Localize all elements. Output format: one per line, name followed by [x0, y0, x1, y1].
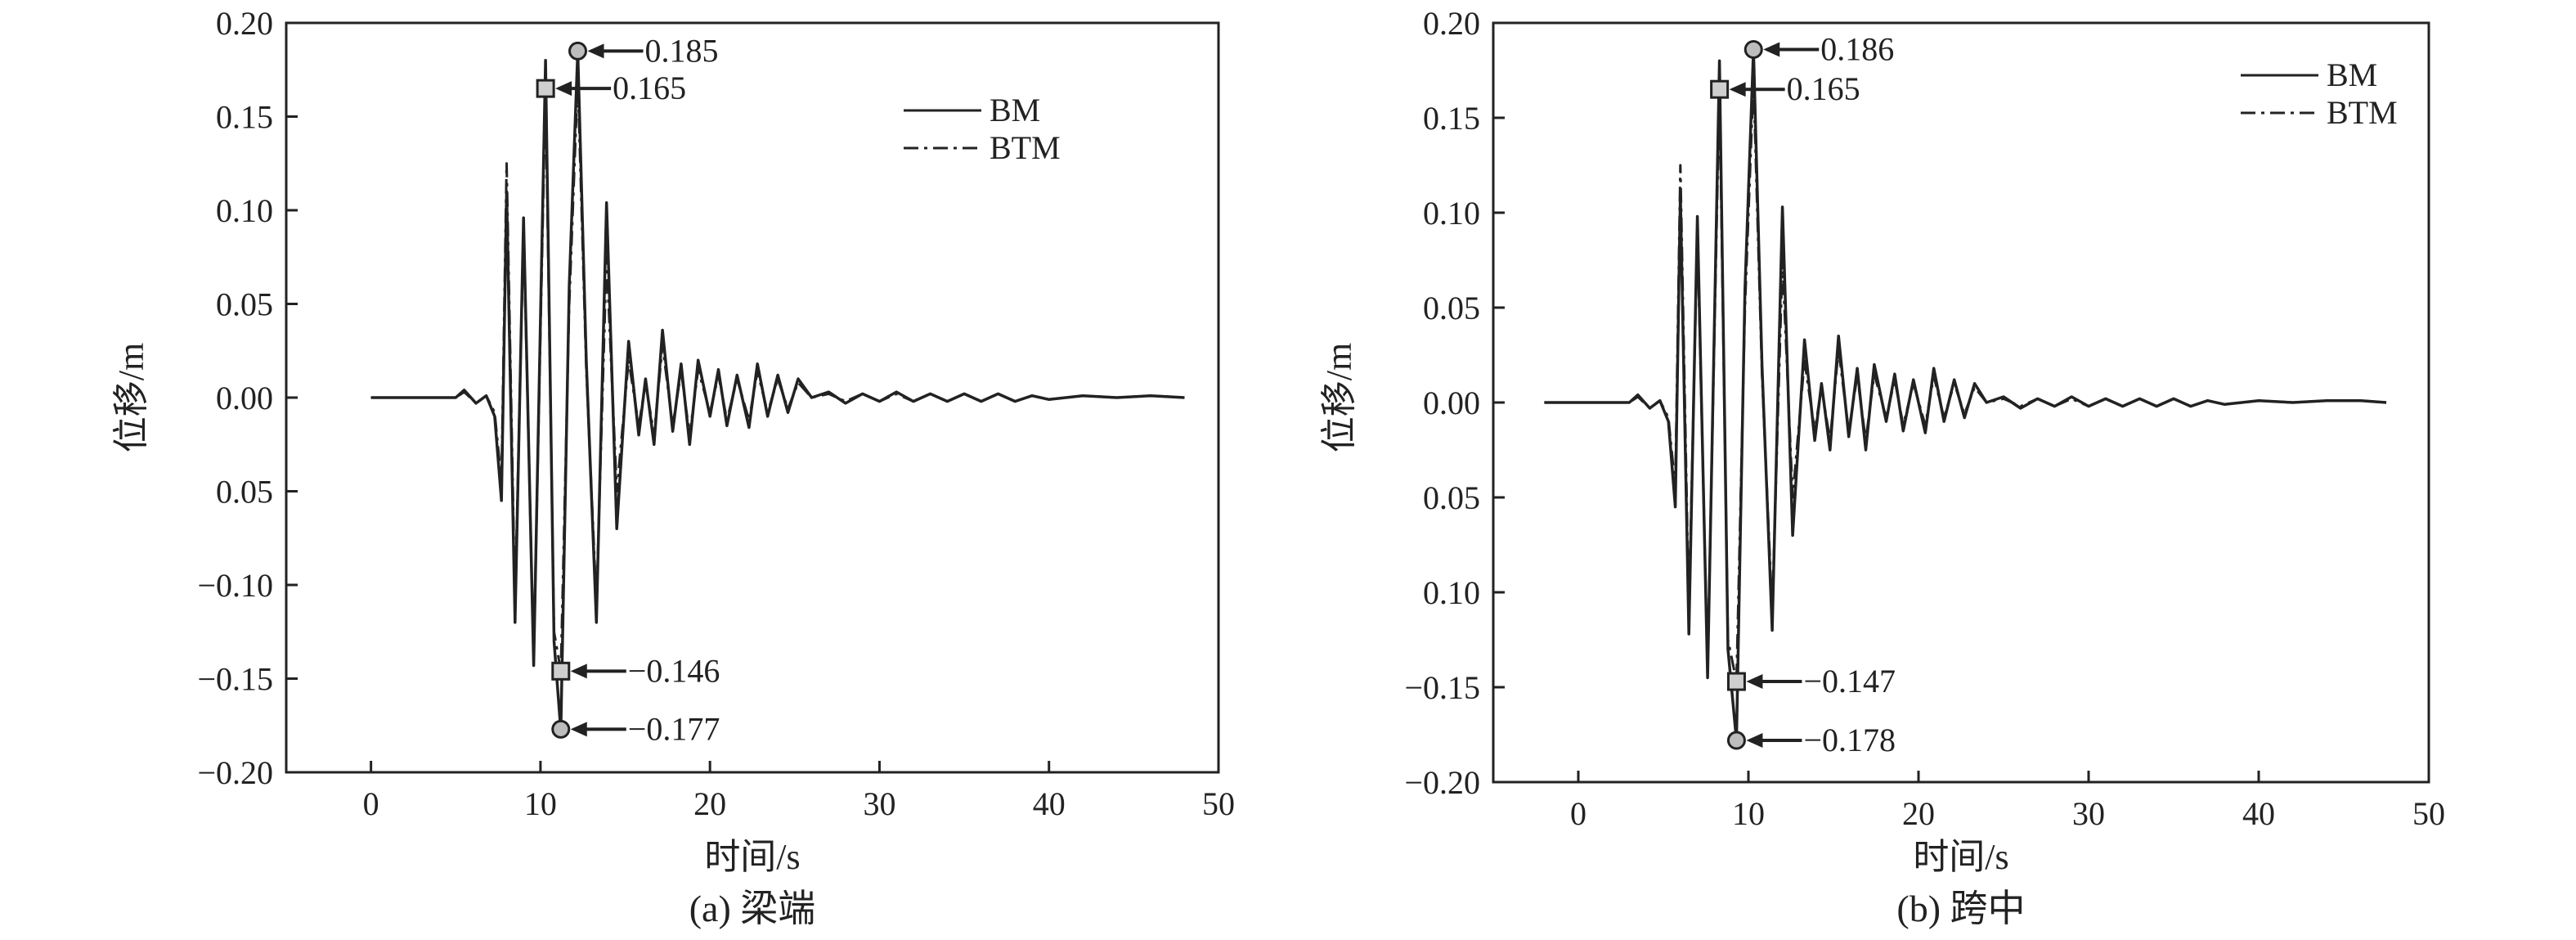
y-tick-label: 0.05	[216, 286, 273, 323]
annotation-arrowhead	[1746, 732, 1763, 748]
peak-marker-square	[536, 79, 555, 98]
peak-marker-circle	[1726, 731, 1746, 750]
y-tick-label: 0.15	[216, 99, 273, 136]
x-tick-label: 30	[863, 785, 895, 822]
x-axis-label: 时间/s	[1913, 837, 2008, 877]
x-tick-label: 10	[1732, 795, 1765, 832]
x-tick-label: 0	[1570, 795, 1586, 832]
panel-caption: (a) 梁端	[689, 888, 816, 929]
y-tick-label: 0.20	[1423, 5, 1480, 42]
annotation-arrowhead	[587, 43, 604, 59]
y-tick-label: −0.20	[197, 754, 273, 791]
panel-beam-end: 0 10 20 30 40 50 0.20 0.15 0.10 0.05 0.00 0.05 −0.10…	[111, 5, 1235, 929]
peak-marker-circle	[568, 41, 588, 61]
annotation-label: −0.178	[1803, 722, 1896, 758]
peak-marker-square	[551, 661, 571, 681]
annotation-label: 0.185	[645, 32, 719, 69]
x-tick-label: 20	[1902, 795, 1935, 832]
annotation-arrowhead	[570, 663, 587, 679]
y-tick-label: 0.05	[1423, 290, 1480, 326]
annotation-arrowhead	[1729, 82, 1746, 97]
legend-label-bm: BM	[990, 92, 1040, 128]
y-tick-label: 0.00	[1423, 385, 1480, 421]
annotation-arrowhead	[570, 722, 587, 737]
peak-marker-circle	[551, 719, 571, 739]
y-tick-label: −0.20	[1404, 764, 1480, 801]
x-tick-label: 0	[363, 785, 379, 822]
y-tick-label: 0.05	[216, 474, 273, 510]
peak-marker-square	[1726, 672, 1746, 691]
x-axis-label: 时间/s	[704, 837, 800, 877]
x-tick-label: 30	[2072, 795, 2105, 832]
x-tick-label: 50	[1202, 785, 1235, 822]
y-tick-label: 0.20	[216, 5, 273, 42]
x-tick-label: 10	[524, 785, 557, 822]
annotation-arrowhead	[1746, 674, 1763, 690]
annotation-label: −0.147	[1803, 663, 1896, 699]
series-line-bm	[1544, 47, 2387, 742]
annotation-arrowhead	[1763, 42, 1780, 57]
x-tick-label: 50	[2412, 795, 2445, 832]
series-line-bm	[370, 49, 1185, 733]
series-line-btm	[1544, 79, 2387, 683]
y-axis-label: 位移/m	[1319, 343, 1359, 452]
annotation-label: 0.165	[1787, 70, 1860, 107]
peak-marker-circle	[1744, 39, 1763, 59]
y-axis-label: 位移/m	[111, 343, 151, 452]
annotation-label: −0.177	[628, 710, 720, 747]
annotation-arrowhead	[555, 81, 572, 97]
legend-label-btm: BTM	[990, 129, 1061, 166]
y-tick-label: 0.10	[1423, 195, 1480, 232]
y-tick-label: 0.15	[1423, 100, 1480, 137]
peak-marker-square	[1710, 79, 1730, 99]
legend-label-bm: BM	[2327, 56, 2377, 93]
y-tick-label: 0.10	[216, 192, 273, 229]
y-tick-label: −0.10	[197, 567, 273, 604]
annotation-label: 0.165	[613, 70, 686, 106]
y-tick-label: −0.15	[1404, 669, 1480, 706]
annotation-label: 0.186	[1820, 30, 1894, 67]
annotation-label: −0.146	[628, 652, 720, 689]
panel-midspan: 0 10 20 30 40 50 0.20 0.15 0.10 0.05 0.00 0.05 0.10 −…	[1319, 5, 2445, 929]
x-tick-label: 20	[693, 785, 726, 822]
y-tick-label: 0.00	[216, 380, 273, 416]
panel-caption: (b) 跨中	[1896, 888, 2025, 929]
y-tick-label: 0.10	[1423, 574, 1480, 611]
legend-label-btm: BTM	[2327, 94, 2398, 131]
x-tick-label: 40	[1033, 785, 1066, 822]
y-tick-label: −0.15	[197, 661, 273, 698]
x-tick-label: 40	[2242, 795, 2275, 832]
y-tick-label: 0.05	[1423, 479, 1480, 516]
